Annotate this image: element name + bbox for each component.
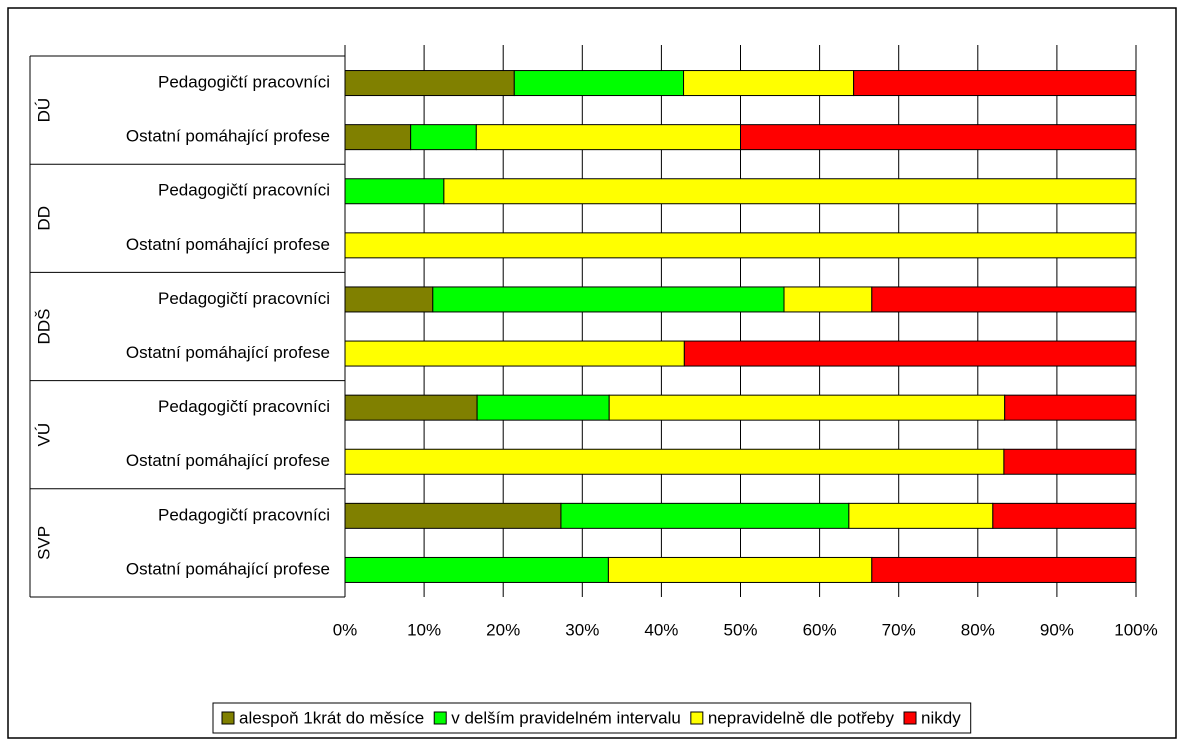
- x-tick-label: 10%: [407, 620, 441, 639]
- y-tick-label: Pedagogičtí pracovníci: [158, 181, 330, 200]
- bar-segment: [344, 556, 609, 583]
- bar-segment: [410, 124, 477, 151]
- y-tick-label: Ostatní pomáhající profese: [126, 127, 330, 146]
- y-tick-label: Ostatní pomáhající profese: [126, 235, 330, 254]
- bar-segment: [344, 70, 515, 97]
- bar-segment: [344, 502, 562, 529]
- bar-segment: [344, 286, 434, 313]
- x-tick-label: 70%: [882, 620, 916, 639]
- bar-segment: [871, 286, 1137, 313]
- bar-segment: [475, 124, 741, 151]
- y-tick-label: Pedagogičtí pracovníci: [158, 289, 330, 308]
- x-tick-label: 90%: [1040, 620, 1074, 639]
- legend-label: alespoň 1krát do měsíce: [239, 708, 424, 727]
- bar-segment: [513, 70, 685, 97]
- group-label: VÚ: [34, 423, 53, 447]
- legend-label: v delším pravidelném intervalu: [451, 708, 681, 727]
- group-label: DÚ: [34, 98, 53, 123]
- legend-swatch: [221, 711, 235, 725]
- bar-segment: [848, 502, 994, 529]
- x-tick-label: 0%: [333, 620, 358, 639]
- bar-segment: [740, 124, 1137, 151]
- bar-segment: [344, 340, 685, 367]
- x-tick-label: 80%: [961, 620, 995, 639]
- y-tick-label: Pedagogičtí pracovníci: [158, 505, 330, 524]
- y-tick-label: Ostatní pomáhající profese: [126, 559, 330, 578]
- x-tick-label: 100%: [1114, 620, 1157, 639]
- bar-segment: [683, 340, 1137, 367]
- bar-segment: [1003, 448, 1137, 475]
- bar-segment: [1004, 394, 1137, 421]
- bar-segment: [344, 124, 412, 151]
- x-tick-label: 60%: [803, 620, 837, 639]
- group-label: DD: [34, 206, 53, 231]
- group-label: SVP: [34, 526, 53, 560]
- bar-segment: [476, 394, 610, 421]
- bar-segment: [344, 232, 1137, 259]
- bar-segment: [344, 178, 445, 205]
- legend: alespoň 1krát do měsíce v delším pravidel…: [212, 702, 972, 734]
- bar-segment: [992, 502, 1137, 529]
- x-tick-label: 30%: [565, 620, 599, 639]
- group-label: DDŠ: [34, 309, 53, 345]
- y-tick-label: Pedagogičtí pracovníci: [158, 397, 330, 416]
- bar-segment: [432, 286, 785, 313]
- x-tick-label: 50%: [723, 620, 757, 639]
- bar-segment: [871, 556, 1137, 583]
- y-tick-label: Pedagogičtí pracovníci: [158, 73, 330, 92]
- x-tick-label: 40%: [644, 620, 678, 639]
- legend-swatch: [433, 711, 447, 725]
- bar-segment: [607, 556, 873, 583]
- bar-segment: [783, 286, 873, 313]
- bar-segment: [608, 394, 1006, 421]
- bar-segment: [443, 178, 1137, 205]
- legend-swatch: [690, 711, 704, 725]
- bar-segment: [560, 502, 850, 529]
- legend-swatch: [903, 711, 917, 725]
- x-tick-label: 20%: [486, 620, 520, 639]
- legend-label: nepravidelně dle potřeby: [708, 708, 895, 727]
- legend-label: nikdy: [921, 708, 961, 727]
- y-tick-label: Ostatní pomáhající profese: [126, 451, 330, 470]
- bar-segment: [683, 70, 855, 97]
- bar-segment: [853, 70, 1137, 97]
- bar-segment: [344, 448, 1005, 475]
- bar-segment: [344, 394, 478, 421]
- y-tick-label: Ostatní pomáhající profese: [126, 343, 330, 362]
- legend-box: [212, 702, 972, 734]
